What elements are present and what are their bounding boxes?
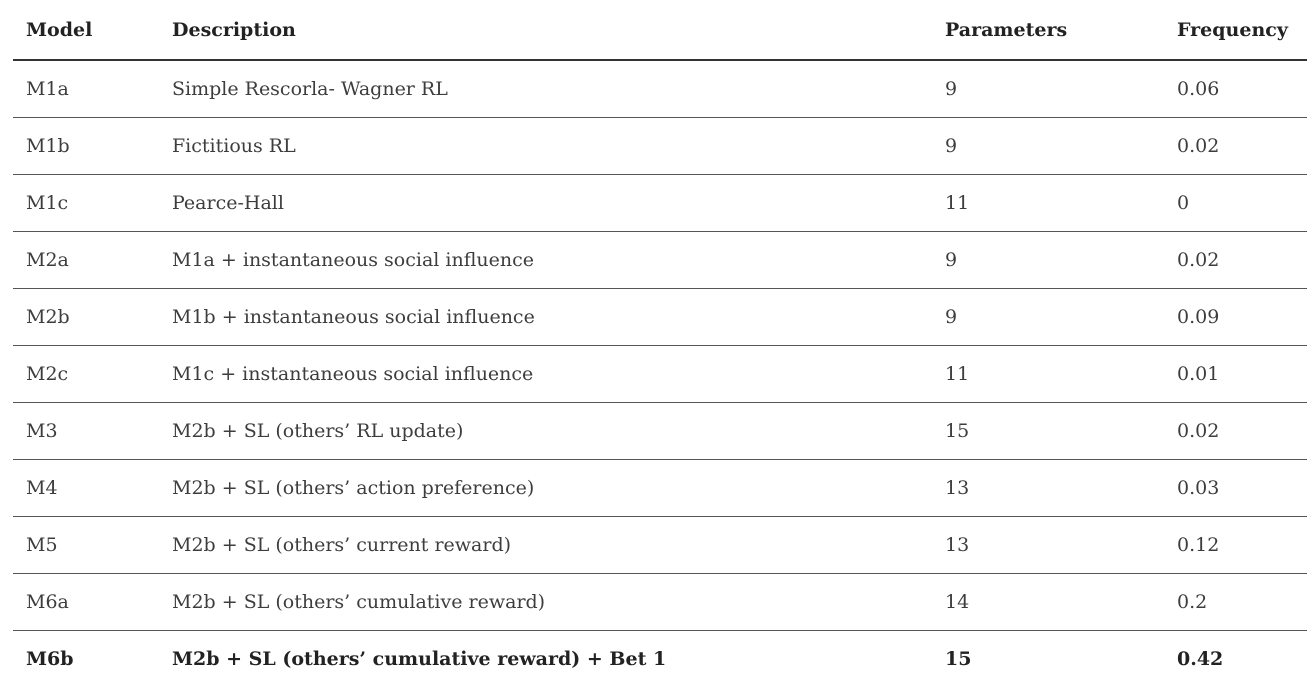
cell-frequency: 0.12 — [1164, 516, 1307, 574]
cell-frequency: 0.01 — [1164, 345, 1307, 403]
cell-frequency: 0.02 — [1164, 402, 1307, 460]
header-model: Model — [13, 0, 159, 61]
table-header: Model Description Parameters Frequency — [13, 0, 1307, 61]
cell-description: Fictitious RL — [159, 117, 932, 175]
cell-description: M2b + SL (others’ current reward) — [159, 516, 932, 574]
cell-frequency: 0.2 — [1164, 573, 1307, 631]
cell-parameters: 13 — [932, 516, 1164, 574]
cell-description: M2b + SL (others’ action preference) — [159, 459, 932, 517]
table-row: M2c M1c + instantaneous social influence… — [13, 345, 1307, 403]
table-body: M1a Simple Rescorla- Wagner RL 9 0.06 M1… — [13, 60, 1307, 687]
cell-model: M1b — [13, 117, 159, 175]
header-frequency: Frequency — [1164, 0, 1307, 61]
cell-frequency: 0.06 — [1164, 60, 1307, 118]
table-row: M2b M1b + instantaneous social influence… — [13, 288, 1307, 346]
cell-description: M1b + instantaneous social influence — [159, 288, 932, 346]
cell-parameters: 15 — [932, 402, 1164, 460]
cell-description: M2b + SL (others’ cumulative reward) — [159, 573, 932, 631]
table-row: M2a M1a + instantaneous social influence… — [13, 231, 1307, 289]
table-row: M1c Pearce-Hall 11 0 — [13, 174, 1307, 232]
table-row: M5 M2b + SL (others’ current reward) 13 … — [13, 516, 1307, 574]
cell-description: M2b + SL (others’ cumulative reward) + B… — [172, 648, 667, 670]
model-comparison-table: Model Description Parameters Frequency M… — [13, 0, 1307, 687]
table-row: M3 M2b + SL (others’ RL update) 15 0.02 — [13, 402, 1307, 460]
cell-parameters: 14 — [932, 573, 1164, 631]
table-row: M4 M2b + SL (others’ action preference) … — [13, 459, 1307, 517]
cell-description: M2b + SL (others’ RL update) — [159, 402, 932, 460]
cell-model: M4 — [13, 459, 159, 517]
cell-parameters: 11 — [932, 174, 1164, 232]
cell-frequency: 0.02 — [1164, 231, 1307, 289]
cell-model: M2c — [13, 345, 159, 403]
cell-frequency: 0.09 — [1164, 288, 1307, 346]
header-description: Description — [159, 0, 932, 61]
cell-model: M1c — [13, 174, 159, 232]
cell-model: M5 — [13, 516, 159, 574]
cell-parameters: 15 — [945, 648, 972, 670]
header-row: Model Description Parameters Frequency — [13, 0, 1307, 61]
cell-parameters: 9 — [932, 231, 1164, 289]
cell-description: Simple Rescorla- Wagner RL — [159, 60, 932, 118]
cell-description: M1a + instantaneous social influence — [159, 231, 932, 289]
table-row: M1a Simple Rescorla- Wagner RL 9 0.06 — [13, 60, 1307, 118]
table-row: M6a M2b + SL (others’ cumulative reward)… — [13, 573, 1307, 631]
cell-model: M2a — [13, 231, 159, 289]
cell-model: M6a — [13, 573, 159, 631]
cell-model: M1a — [13, 60, 159, 118]
cell-parameters: 11 — [932, 345, 1164, 403]
cell-frequency: 0.03 — [1164, 459, 1307, 517]
cell-frequency: 0 — [1164, 174, 1307, 232]
cell-parameters: 9 — [932, 60, 1164, 118]
header-parameters: Parameters — [932, 0, 1164, 61]
table-row-best-model: M6b M2b + SL (others’ cumulative reward)… — [13, 631, 1307, 688]
cell-model: M3 — [13, 402, 159, 460]
cell-description: M1c + instantaneous social influence — [159, 345, 932, 403]
cell-parameters: 9 — [932, 288, 1164, 346]
cell-model: M2b — [13, 288, 159, 346]
cell-frequency: 0.02 — [1164, 117, 1307, 175]
table-row: M1b Fictitious RL 9 0.02 — [13, 117, 1307, 175]
cell-description: Pearce-Hall — [159, 174, 932, 232]
cell-parameters: 13 — [932, 459, 1164, 517]
cell-model: M6b — [26, 648, 74, 670]
cell-frequency: 0.42 — [1177, 648, 1224, 670]
cell-parameters: 9 — [932, 117, 1164, 175]
